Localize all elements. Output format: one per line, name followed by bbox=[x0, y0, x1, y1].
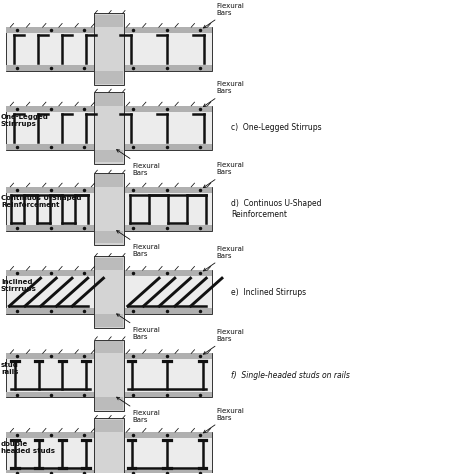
Bar bbox=[6, 27, 93, 71]
Bar bbox=[93, 173, 124, 245]
Bar bbox=[124, 187, 212, 192]
Text: Flexural
Bars: Flexural Bars bbox=[203, 408, 245, 433]
Bar bbox=[124, 106, 212, 111]
Bar bbox=[6, 144, 93, 150]
Text: Flexural
Bars: Flexural Bars bbox=[117, 314, 160, 340]
Bar bbox=[124, 187, 212, 231]
Bar bbox=[6, 65, 93, 71]
Text: d)  Continuos U-Shaped
Reinforcement: d) Continuos U-Shaped Reinforcement bbox=[231, 199, 321, 219]
Bar bbox=[95, 419, 123, 432]
Bar bbox=[6, 106, 93, 111]
Text: Flexural
Bars: Flexural Bars bbox=[203, 329, 245, 354]
Bar bbox=[124, 354, 212, 359]
Bar bbox=[124, 106, 212, 150]
Bar bbox=[93, 418, 124, 474]
Bar bbox=[124, 392, 212, 397]
Bar bbox=[6, 432, 93, 474]
Bar bbox=[6, 309, 93, 314]
Bar bbox=[6, 187, 93, 192]
Text: f)  Single-headed studs on rails: f) Single-headed studs on rails bbox=[231, 371, 350, 380]
Text: Flexural
Bars: Flexural Bars bbox=[0, 473, 1, 474]
Bar bbox=[6, 187, 93, 231]
Bar bbox=[124, 65, 212, 71]
Bar bbox=[95, 71, 123, 83]
Bar bbox=[95, 93, 123, 106]
Bar bbox=[93, 256, 124, 328]
Bar bbox=[6, 270, 93, 276]
Bar bbox=[95, 150, 123, 162]
Text: Continuos U-Shaped
Reinforcement: Continuos U-Shaped Reinforcement bbox=[1, 195, 82, 209]
Text: double
headed studs: double headed studs bbox=[1, 441, 55, 454]
Bar bbox=[124, 309, 212, 314]
Text: One-Legged
Stirrrups: One-Legged Stirrrups bbox=[1, 114, 49, 128]
Bar bbox=[93, 92, 124, 164]
Bar bbox=[93, 13, 124, 85]
Bar bbox=[6, 27, 93, 33]
Bar bbox=[6, 106, 93, 150]
Bar bbox=[124, 144, 212, 150]
Bar bbox=[95, 341, 123, 354]
Text: Flexural
Bars: Flexural Bars bbox=[117, 397, 160, 423]
Bar bbox=[6, 392, 93, 397]
Bar bbox=[95, 314, 123, 327]
Bar bbox=[95, 397, 123, 410]
Bar bbox=[124, 225, 212, 231]
Bar bbox=[124, 354, 212, 397]
Bar bbox=[6, 354, 93, 397]
Text: Inclined
Stirrrups: Inclined Stirrrups bbox=[1, 279, 37, 292]
Bar bbox=[6, 225, 93, 231]
Text: stud
rails: stud rails bbox=[1, 362, 19, 375]
Bar bbox=[95, 174, 123, 187]
Text: c)  One-Legged Stirrups: c) One-Legged Stirrups bbox=[231, 123, 321, 132]
Bar bbox=[6, 470, 93, 474]
Text: e)  Inclined Stirrups: e) Inclined Stirrups bbox=[231, 288, 306, 297]
Bar bbox=[124, 432, 212, 474]
Bar bbox=[124, 270, 212, 276]
Bar bbox=[95, 258, 123, 270]
Bar bbox=[95, 15, 123, 27]
Text: Flexural
Bars: Flexural Bars bbox=[117, 230, 160, 257]
Text: Flexural
Bars: Flexural Bars bbox=[203, 3, 245, 28]
Bar bbox=[6, 270, 93, 314]
Text: Flexural
Bars: Flexural Bars bbox=[203, 162, 245, 188]
Bar bbox=[6, 432, 93, 438]
Text: Flexural
Bars: Flexural Bars bbox=[203, 81, 245, 107]
Bar bbox=[124, 432, 212, 438]
Bar bbox=[124, 470, 212, 474]
Bar bbox=[124, 270, 212, 314]
Bar bbox=[95, 231, 123, 243]
Text: Flexural
Bars: Flexural Bars bbox=[117, 150, 160, 176]
Bar bbox=[93, 339, 124, 411]
Bar bbox=[6, 354, 93, 359]
Bar bbox=[124, 27, 212, 71]
Text: Flexural
Bars: Flexural Bars bbox=[203, 246, 245, 271]
Bar bbox=[124, 27, 212, 33]
